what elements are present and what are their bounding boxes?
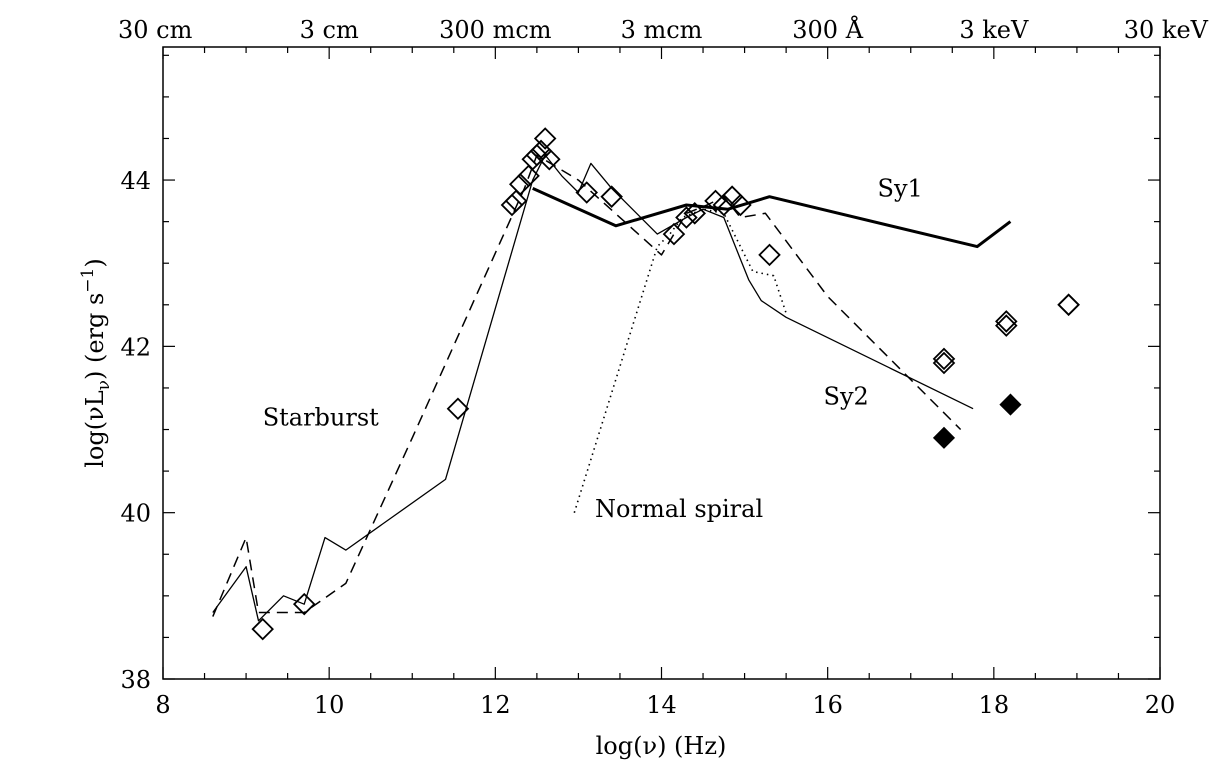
top-axis-label: 3 mcm [621,16,703,44]
y-tick-label: 42 [120,333,151,361]
open-diamond-marker [251,617,274,641]
y-tick-label: 38 [120,666,151,694]
open-diamond-marker [575,181,598,204]
axis-ticks [162,47,1161,680]
open-diamond-marker [538,147,561,171]
open-diamond-marker [525,143,549,167]
open-diamond-marker [1057,293,1080,317]
open-diamond-marker [729,193,752,217]
x-axis-title: log(ν) (Hz) [596,732,727,760]
filled-diamond-marker [999,393,1022,416]
top-axis-label: 30 cm [118,16,193,44]
svg-text:log(νLν) (erg s−1): log(νLν) (erg s−1) [78,258,114,468]
open-diamond-marker [932,351,956,375]
x-tick-labels: 8 10 12 14 16 18 20 [155,691,1175,719]
open-diamond-marker [533,127,557,150]
open-diamond-marker [995,314,1018,337]
series-lines [212,154,1012,622]
top-axis-label: 3 cm [300,16,359,44]
open-diamond-marker [508,172,532,196]
y-tick-label: 40 [120,500,151,528]
data-markers [251,127,1080,641]
open-diamond-marker [758,243,781,267]
open-diamond-marker [712,193,736,217]
series-annotations: Sy1 Sy2 Starburst Normal spiral [263,175,923,523]
top-axis-labels: 30 cm 3 cm 300 mcm 3 mcm 300 Å 3 keV 30 keV [118,15,1209,44]
series-label-sy2: Sy2 [824,383,869,411]
open-diamond-marker [292,592,316,616]
open-diamond-marker [932,347,956,371]
plot-frame [162,46,1161,680]
open-diamond-marker [504,189,528,213]
top-axis-label: 300 mcm [439,16,552,44]
top-axis-label: 3 keV [959,16,1029,44]
filled-diamond-marker [932,426,956,449]
open-diamond-marker [995,310,1018,333]
top-axis-label: 30 keV [1124,16,1209,44]
top-axis-label: 300 Å [792,15,863,44]
series-label-normal-spiral: Normal spiral [595,495,763,523]
x-tick-label: 16 [812,691,843,719]
y-tick-labels: 38 40 42 44 [120,167,151,694]
open-diamond-marker [517,164,540,188]
open-diamond-marker [683,202,707,225]
open-diamond-marker [500,193,524,217]
y-tick-label: 44 [120,167,151,195]
x-tick-label: 18 [979,691,1010,719]
open-diamond-marker [446,397,470,421]
x-tick-label: 20 [1145,691,1176,719]
open-diamond-marker [675,206,698,229]
series-line-normal-spiral [573,208,787,513]
open-diamond-marker [662,222,686,246]
series-line-sy1 [532,187,1012,249]
series-label-sy1: Sy1 [878,175,923,203]
open-diamond-marker [600,185,623,208]
x-tick-label: 10 [314,691,345,719]
y-axis-title: log(νLν) (erg s−1) [78,258,114,468]
series-line-starburst [212,154,962,617]
series-label-starburst: Starburst [263,403,379,431]
x-tick-label: 14 [646,691,677,719]
x-tick-label: 8 [155,691,170,719]
x-tick-label: 12 [480,691,511,719]
open-diamond-marker [521,147,544,171]
